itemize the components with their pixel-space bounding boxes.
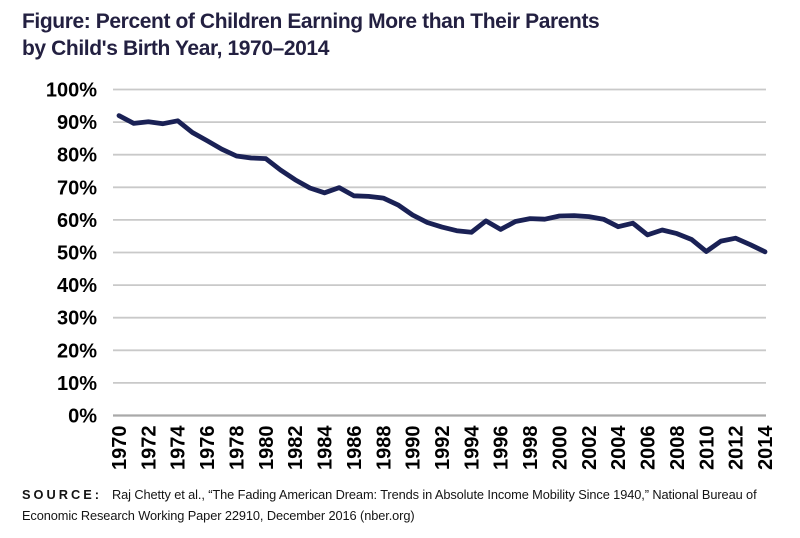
y-tick-label: 0% — [68, 406, 97, 428]
y-tick-label: 20% — [57, 340, 97, 362]
x-tick-label: 1976 — [197, 426, 219, 471]
x-tick-label: 1984 — [315, 425, 337, 470]
y-tick-label: 80% — [57, 145, 97, 167]
y-tick-label: 70% — [57, 177, 97, 199]
x-tick-label: 2008 — [667, 426, 689, 471]
x-tick-label: 1974 — [168, 425, 190, 470]
x-tick-label: 1982 — [285, 426, 307, 471]
y-tick-label: 10% — [57, 373, 97, 395]
x-tick-label: 1990 — [403, 426, 425, 471]
source-note: SOURCE: Raj Chetty et al., “The Fading Am… — [22, 484, 782, 526]
source-text: Raj Chetty et al., “The Fading American … — [22, 487, 757, 523]
x-tick-label: 1980 — [256, 426, 278, 471]
y-tick-label: 90% — [57, 112, 97, 134]
data-line — [116, 113, 768, 255]
mobility-line-chart: 100%90%80%70%60%50%40%30%20%10%0%1970 197… — [46, 80, 777, 471]
chart-title: Figure: Percent of Children Earning More… — [22, 8, 600, 62]
x-tick-label: 1998 — [520, 426, 542, 471]
x-tick-label: 1994 — [461, 425, 483, 470]
x-tick-label: 1992 — [432, 426, 454, 471]
y-axis-labels: 100% 90% 80% 70% 60% 50% 40% 30% 20% 10% 0% — [46, 80, 97, 428]
x-tick-label: 2000 — [550, 426, 572, 471]
gridlines — [113, 88, 766, 417]
source-label: SOURCE: — [22, 487, 103, 502]
x-axis-labels: 1970 1972 1974 1976 1978 1980 1982 1984 1986 1988… — [109, 425, 777, 470]
y-tick-label: 100% — [46, 80, 97, 102]
x-tick-label: 1986 — [344, 426, 366, 471]
y-tick-label: 50% — [57, 243, 97, 265]
x-tick-label: 1970 — [109, 426, 131, 471]
x-tick-label: 1988 — [373, 426, 395, 471]
y-tick-label: 60% — [57, 210, 97, 232]
y-tick-label: 30% — [57, 308, 97, 330]
x-tick-label: 2012 — [726, 426, 748, 471]
chart-title-line2: by Child's Birth Year, 1970–2014 — [22, 37, 329, 60]
x-tick-label: 2002 — [579, 426, 601, 471]
x-tick-label: 2010 — [696, 426, 718, 471]
y-tick-label: 40% — [57, 275, 97, 297]
x-tick-label: 2014 — [755, 425, 777, 470]
x-tick-label: 1996 — [491, 426, 513, 471]
x-tick-label: 1972 — [138, 426, 160, 471]
x-tick-label: 1978 — [227, 426, 249, 471]
x-tick-label: 2004 — [608, 425, 630, 470]
chart-title-line1: Figure: Percent of Children Earning More… — [22, 10, 600, 33]
x-tick-label: 2006 — [638, 426, 660, 471]
